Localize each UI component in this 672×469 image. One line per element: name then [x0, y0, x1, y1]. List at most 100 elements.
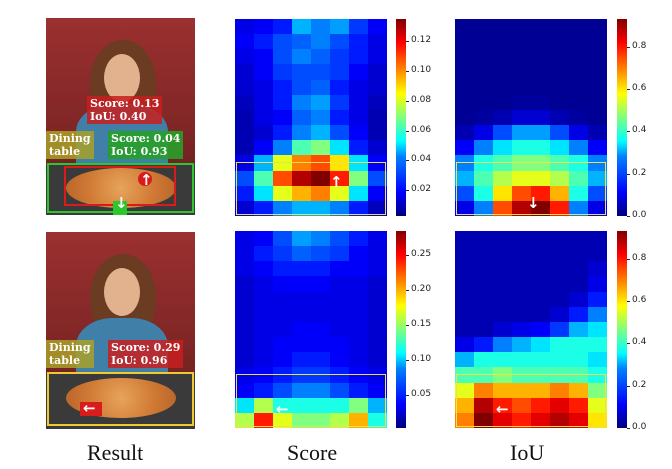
heat-cell	[235, 79, 254, 95]
heat-cell	[531, 185, 550, 201]
colorbar-tick-mark	[627, 88, 630, 90]
heat-cell	[311, 200, 330, 216]
colorbar-tick-label: 0.05	[411, 388, 432, 399]
heat-cell	[368, 291, 387, 307]
heat-cell	[474, 337, 493, 353]
heat-cell	[292, 125, 311, 141]
heat-cell	[292, 140, 311, 156]
heat-cell	[254, 321, 273, 338]
heat-cell	[474, 352, 493, 368]
heat-cell	[569, 382, 588, 398]
heat-cell	[368, 170, 387, 186]
heat-cell	[292, 231, 311, 247]
score-highlight-box-row2	[236, 374, 386, 427]
heat-cell	[474, 200, 493, 216]
table-detection-box	[47, 372, 194, 426]
red-marker	[80, 402, 102, 416]
heat-cell	[330, 276, 349, 292]
heat-cell	[588, 261, 607, 277]
heat-cell	[474, 79, 493, 95]
heat-cell	[254, 397, 273, 413]
heat-cell	[531, 200, 550, 216]
heat-cell	[531, 34, 550, 50]
heat-cell	[254, 170, 273, 186]
heat-cell	[235, 261, 254, 277]
heat-cell	[330, 352, 349, 368]
heat-cell	[273, 306, 292, 322]
heat-cell	[254, 246, 273, 262]
heat-cell	[311, 306, 330, 322]
heat-cell	[512, 79, 531, 95]
heat-cell	[569, 170, 588, 186]
heat-cell	[349, 321, 368, 338]
heat-cell	[455, 321, 474, 338]
heat-cell	[330, 246, 349, 262]
colorbar-tick-label: 0.10	[411, 64, 432, 75]
heat-cell	[368, 382, 387, 398]
score-colorbar-row2	[396, 231, 406, 428]
heat-cell	[368, 109, 387, 126]
dining-table-label: Dining table	[46, 131, 94, 159]
heat-cell	[330, 125, 349, 141]
heat-cell	[474, 185, 493, 201]
colorbar-tick-label: 0.20	[411, 283, 432, 294]
heat-cell	[588, 64, 607, 80]
heat-cell	[455, 246, 474, 262]
heat-cell	[531, 79, 550, 95]
heat-cell	[455, 276, 474, 292]
heat-cell	[235, 231, 254, 247]
heat-cell	[330, 200, 349, 216]
heat-cell	[273, 140, 292, 156]
heat-cell	[292, 397, 311, 413]
heat-cell	[531, 276, 550, 292]
heat-cell	[273, 246, 292, 262]
heat-cell	[273, 19, 292, 35]
heat-cell	[368, 276, 387, 292]
heat-cell	[588, 200, 607, 216]
dining-table-label: Dining table	[46, 340, 94, 368]
heat-cell	[254, 109, 273, 126]
heat-cell	[349, 397, 368, 413]
heat-cell	[569, 291, 588, 307]
heat-cell	[311, 125, 330, 141]
heat-cell	[349, 109, 368, 126]
heat-cell	[235, 306, 254, 322]
heat-cell	[512, 352, 531, 368]
heat-cell	[273, 49, 292, 65]
heat-cell	[330, 412, 349, 428]
heat-cell	[588, 140, 607, 156]
heat-cell	[235, 125, 254, 141]
heat-cell	[512, 49, 531, 65]
heat-cell	[550, 412, 569, 428]
heat-cell	[330, 261, 349, 277]
heat-cell	[368, 231, 387, 247]
colorbar-tick-mark	[627, 258, 630, 260]
heat-cell	[531, 412, 550, 428]
heat-cell	[550, 109, 569, 126]
heat-cell	[512, 170, 531, 186]
heat-cell	[349, 79, 368, 95]
heat-cell	[330, 79, 349, 95]
heat-cell	[474, 397, 493, 413]
heat-cell	[512, 246, 531, 262]
heat-cell	[235, 246, 254, 262]
heat-cell	[474, 321, 493, 338]
heat-cell	[455, 200, 474, 216]
heat-cell	[512, 261, 531, 277]
heat-cell	[235, 382, 254, 398]
heat-cell	[330, 397, 349, 413]
heat-cell	[493, 321, 512, 338]
colorbar-tick-label: 0.0	[632, 210, 647, 220]
heat-cell	[311, 382, 330, 398]
result-image-row1: Score: 0.13 IoU: 0.40 Dining table Score…	[46, 18, 195, 215]
heat-cell	[569, 337, 588, 353]
heat-cell	[455, 291, 474, 307]
heat-cell	[588, 291, 607, 307]
heat-cell	[235, 109, 254, 126]
heat-cell	[531, 382, 550, 398]
heat-cell	[474, 261, 493, 277]
heat-cell	[512, 109, 531, 126]
heat-cell	[588, 185, 607, 201]
colorbar-tick-label: 0.4	[632, 125, 647, 136]
heat-cell	[368, 246, 387, 262]
